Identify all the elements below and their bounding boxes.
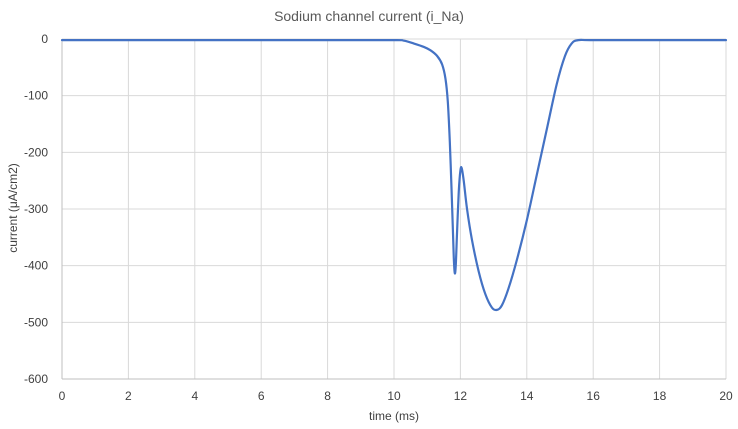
chart-title: Sodium channel current (i_Na) xyxy=(274,8,464,24)
x-tick-label: 0 xyxy=(59,389,66,403)
x-tick-label: 2 xyxy=(125,389,132,403)
gridlines xyxy=(62,38,727,379)
x-tick-label: 20 xyxy=(719,389,733,403)
y-axis-label: current (μA/cm2) xyxy=(6,163,20,253)
series-line xyxy=(60,38,728,312)
y-tick-label: -300 xyxy=(24,202,48,216)
y-tick-label: -600 xyxy=(24,372,48,386)
y-tick-label: -100 xyxy=(24,89,48,103)
y-tick-label: -500 xyxy=(24,315,48,329)
x-tick-label: 16 xyxy=(587,389,601,403)
x-tick-label: 18 xyxy=(653,389,667,403)
y-tick-label: 0 xyxy=(41,32,48,46)
x-tick-label: 8 xyxy=(324,389,331,403)
y-tick-label: -200 xyxy=(24,145,48,159)
x-tick-label: 12 xyxy=(454,389,468,403)
x-tick-label: 10 xyxy=(387,389,401,403)
x-tick-label: 6 xyxy=(258,389,265,403)
axes xyxy=(61,39,726,380)
x-tick-label: 14 xyxy=(520,389,534,403)
x-axis-label: time (ms) xyxy=(369,409,419,423)
series xyxy=(60,38,728,312)
y-tick-label: -400 xyxy=(24,259,48,273)
tick-labels: 0 -100 -200 -300 -400 -500 -600 0 2 4 6 8 10 12 14 16 18… xyxy=(24,32,733,403)
x-tick-label: 4 xyxy=(191,389,198,403)
